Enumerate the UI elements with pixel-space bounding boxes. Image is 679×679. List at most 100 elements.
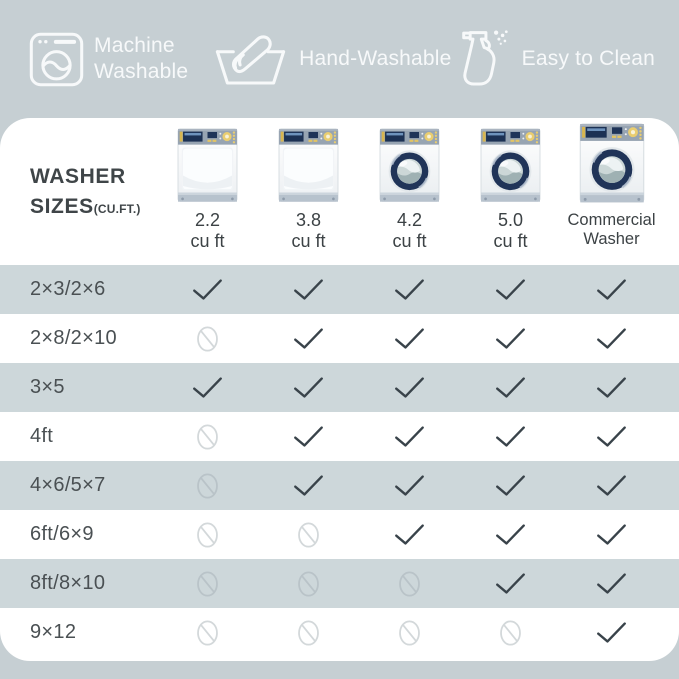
check-icon (496, 573, 525, 594)
not-compatible-cell (359, 570, 460, 598)
table-title: WASHER SIZES(CU.FT.) (0, 162, 157, 221)
column-header-2.2: 2.2 cu ft (157, 118, 258, 265)
compatible-cell (359, 327, 460, 350)
feature-label-hand-washable: Hand-Washable (299, 47, 452, 71)
row-label: 6ft/6×9 (30, 523, 94, 545)
feature-machine-washable: Machine Washable (28, 31, 206, 88)
row-label: 2×8/2×10 (30, 327, 117, 349)
compatible-cell (258, 327, 359, 350)
not-compatible-cell (359, 619, 460, 647)
not-compatible-cell (460, 619, 561, 647)
table-row: 6ft/6×9 (0, 510, 679, 559)
not-compatible-cell (258, 570, 359, 598)
table-row: 8ft/8×10 (0, 559, 679, 608)
check-icon (597, 573, 626, 594)
compatible-cell (561, 572, 662, 595)
check-icon (395, 426, 424, 447)
prohibited-icon (298, 619, 319, 646)
prohibited-icon (500, 619, 521, 646)
compatible-cell (359, 425, 460, 448)
feature-band: Machine Washable Hand-Washable (0, 0, 679, 118)
check-icon (496, 279, 525, 300)
column-header-4.2: 4.2 cu ft (359, 118, 460, 265)
column-size-label: Commercial Washer (567, 211, 656, 249)
compatible-cell (460, 474, 561, 497)
prohibited-icon (197, 619, 218, 646)
table-title-unit: (CU.FT.) (93, 201, 141, 216)
row-label: 8ft/8×10 (30, 572, 106, 594)
not-compatible-cell (157, 619, 258, 647)
check-icon (395, 475, 424, 496)
compatible-cell (359, 474, 460, 497)
table-row: 2×3/2×6 (0, 265, 679, 314)
feature-label-easy-to-clean: Easy to Clean (521, 47, 655, 71)
compatible-cell (258, 278, 359, 301)
compatible-cell (561, 278, 662, 301)
check-icon (193, 377, 222, 398)
prohibited-icon (298, 570, 319, 597)
prohibited-icon (399, 619, 420, 646)
row-label: 2×3/2×6 (30, 278, 106, 300)
prohibited-icon (399, 570, 420, 597)
not-compatible-cell (157, 472, 258, 500)
prohibited-icon (197, 521, 218, 548)
column-size-label: 5.0 cu ft (493, 210, 528, 252)
washing-machine-icon (29, 32, 84, 86)
compatible-cell (561, 425, 662, 448)
check-icon (496, 377, 525, 398)
table-row: 4×6/5×7 (0, 461, 679, 510)
spray-bottle-icon (461, 29, 508, 86)
compatible-cell (157, 278, 258, 301)
check-icon (193, 279, 222, 300)
check-icon (395, 328, 424, 349)
table-body: 2×3/2×6 2×8/2×10 3×5 4ft 4×6/5×7 6ft/6×9… (0, 265, 679, 657)
not-compatible-cell (258, 619, 359, 647)
compatible-cell (359, 523, 460, 546)
check-icon (597, 524, 626, 545)
check-icon (496, 426, 525, 447)
compatible-cell (561, 327, 662, 350)
feature-label-machine-washable: Machine Washable (94, 34, 189, 83)
row-label: 4ft (30, 425, 54, 447)
prohibited-icon (298, 521, 319, 548)
check-icon (294, 328, 323, 349)
check-icon (294, 377, 323, 398)
compatible-cell (258, 376, 359, 399)
check-icon (395, 524, 424, 545)
front-load-washer-illustration (579, 123, 644, 203)
column-size-label: 3.8 cu ft (291, 210, 326, 252)
compatible-cell (460, 376, 561, 399)
compatible-cell (460, 278, 561, 301)
front-load-washer-illustration (480, 128, 541, 202)
feature-hand-washable: Hand-Washable (214, 30, 451, 88)
check-icon (294, 475, 323, 496)
closed-door-washer-illustration (177, 128, 238, 202)
compatible-cell (460, 425, 561, 448)
not-compatible-cell (258, 521, 359, 549)
column-size-label: 2.2 cu ft (190, 210, 225, 252)
check-icon (294, 279, 323, 300)
prohibited-icon (197, 472, 218, 499)
washable-rug-infographic: Machine Washable Hand-Washable (0, 0, 679, 661)
compatible-cell (460, 327, 561, 350)
compatible-cell (157, 376, 258, 399)
compatible-cell (258, 425, 359, 448)
compatible-cell (561, 474, 662, 497)
prohibited-icon (197, 423, 218, 450)
check-icon (597, 475, 626, 496)
column-header-commercial: Commercial Washer (561, 118, 662, 265)
prohibited-icon (197, 325, 218, 352)
compatible-cell (359, 376, 460, 399)
table-title-line2: SIZES(CU.FT.) (30, 194, 141, 218)
not-compatible-cell (157, 423, 258, 451)
table-header-row: WASHER SIZES(CU.FT.) 2.2 cu ft (0, 118, 679, 265)
front-load-washer-illustration (379, 128, 440, 202)
check-icon (496, 524, 525, 545)
compatible-cell (460, 572, 561, 595)
column-header-5.0: 5.0 cu ft (460, 118, 561, 265)
check-icon (496, 475, 525, 496)
compatible-cell (359, 278, 460, 301)
table-title-line1: WASHER (30, 165, 126, 189)
compatible-cell (561, 523, 662, 546)
row-label: 3×5 (30, 376, 65, 398)
